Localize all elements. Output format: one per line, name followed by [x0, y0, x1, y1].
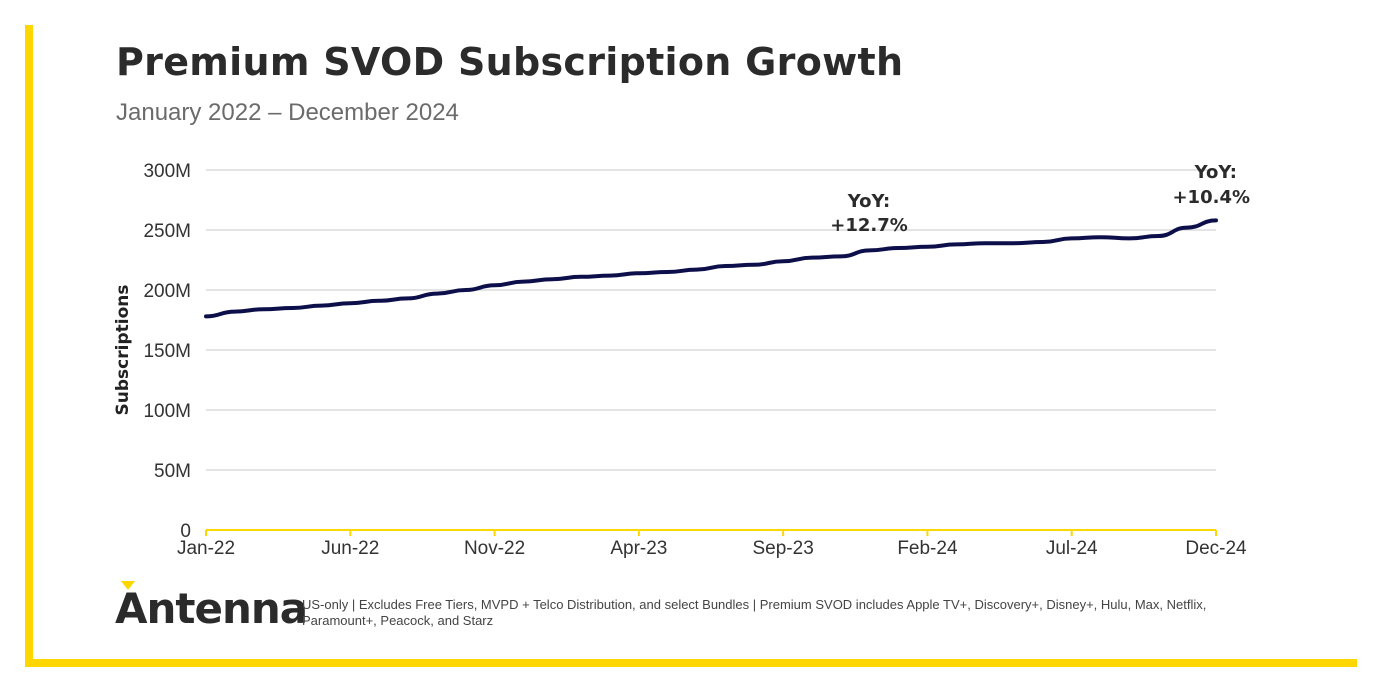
x-tick-label: Feb-24	[897, 538, 958, 559]
x-tick-label: Jul-24	[1046, 538, 1098, 559]
yoy-annotation-label: YoY:	[847, 191, 890, 212]
footnote: US-only | Excludes Free Tiers, MVPD + Te…	[302, 597, 1207, 628]
antenna-logo: Antenna	[115, 584, 308, 633]
x-tick-label: Jun-22	[321, 538, 379, 559]
y-tick-label: 250M	[143, 221, 191, 242]
x-tick-label: Sep-23	[753, 538, 814, 559]
yoy-annotation-label: YoY:	[1194, 162, 1237, 183]
y-tick-label: 0	[180, 521, 191, 542]
accent-bar-bottom	[25, 659, 1357, 667]
y-tick-label: 150M	[143, 341, 191, 362]
y-axis-label: Subscriptions	[113, 285, 133, 416]
yoy-annotation-value: +10.4%	[1172, 187, 1250, 208]
y-tick-label: 50M	[154, 461, 191, 482]
y-tick-label: 200M	[143, 281, 191, 302]
yoy-annotation-value: +12.7%	[830, 215, 908, 236]
chart-subtitle: January 2022 – December 2024	[116, 99, 459, 126]
chart-title: Premium SVOD Subscription Growth	[116, 40, 904, 84]
series-line	[204, 218, 1218, 319]
y-tick-label: 300M	[143, 161, 191, 182]
logo-triangle-icon	[121, 581, 135, 590]
accent-bar-left	[25, 25, 33, 667]
x-tick-label: Apr-23	[610, 538, 667, 559]
x-tick-label: Nov-22	[464, 538, 525, 559]
x-tick-label: Jan-22	[177, 538, 235, 559]
x-tick-label: Dec-24	[1185, 538, 1247, 559]
y-tick-label: 100M	[143, 401, 191, 422]
